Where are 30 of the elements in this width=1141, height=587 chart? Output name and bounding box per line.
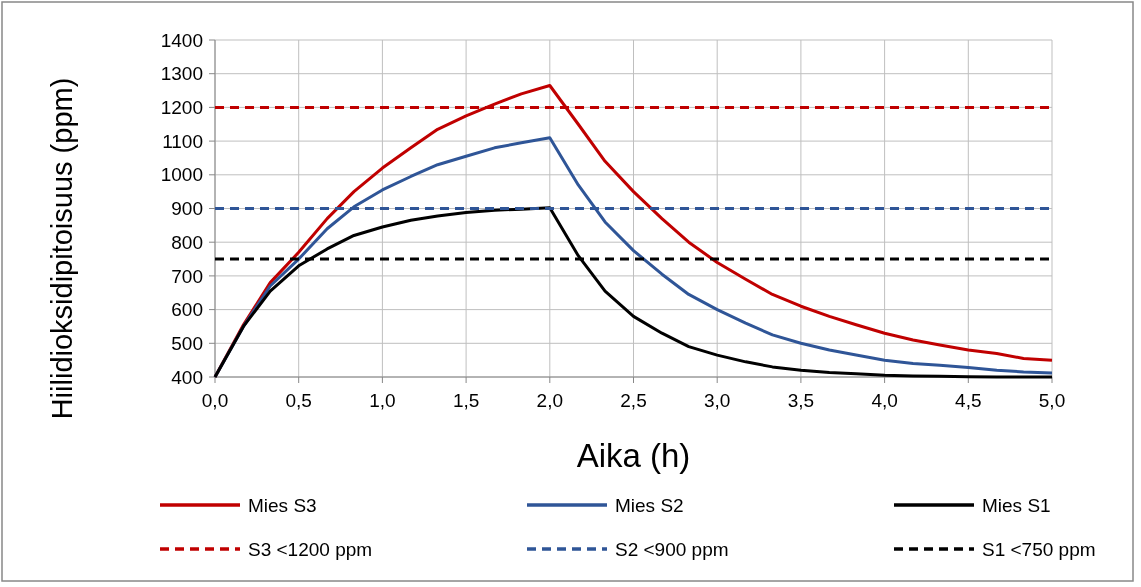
legend-label: Mies S3 <box>248 494 317 516</box>
y-tick-label: 700 <box>171 265 203 287</box>
legend-label: S3 <1200 ppm <box>248 538 373 560</box>
x-axis-title: Aika (h) <box>576 437 691 474</box>
y-tick-label: 1200 <box>160 97 203 119</box>
x-tick-label: 2,5 <box>620 390 647 411</box>
x-tick-label: 3,0 <box>703 390 731 411</box>
x-tick-label: 2,0 <box>536 390 564 411</box>
x-tick-label: 3,5 <box>787 390 815 411</box>
y-tick-label: 600 <box>171 299 203 321</box>
x-tick-label: 0,5 <box>285 390 312 411</box>
x-tick-label: 4,5 <box>955 390 982 411</box>
y-tick-label: 900 <box>171 198 203 220</box>
y-tick-label: 1100 <box>162 130 203 152</box>
legend-label: S1 <750 ppm <box>982 538 1096 560</box>
legend-label: Mies S2 <box>615 494 684 516</box>
x-tick-label: 1,0 <box>369 390 396 411</box>
y-tick-label: 400 <box>171 366 203 388</box>
y-tick-label: 800 <box>171 231 203 253</box>
y-tick-label: 1400 <box>160 29 203 51</box>
legend-label: S2 <900 ppm <box>615 538 729 560</box>
x-tick-label: 0,0 <box>201 390 229 411</box>
y-tick-label: 1000 <box>160 164 203 186</box>
y-axis-title: Hiilidioksidipitoisuus (ppm) <box>46 77 78 420</box>
legend-label: Mies S1 <box>982 494 1051 516</box>
x-tick-label: 4,0 <box>871 390 898 411</box>
x-tick-label: 5,0 <box>1038 390 1066 411</box>
x-tick-label: 1,5 <box>452 390 480 411</box>
y-tick-label: 1300 <box>160 63 203 85</box>
y-tick-label: 500 <box>171 332 203 354</box>
